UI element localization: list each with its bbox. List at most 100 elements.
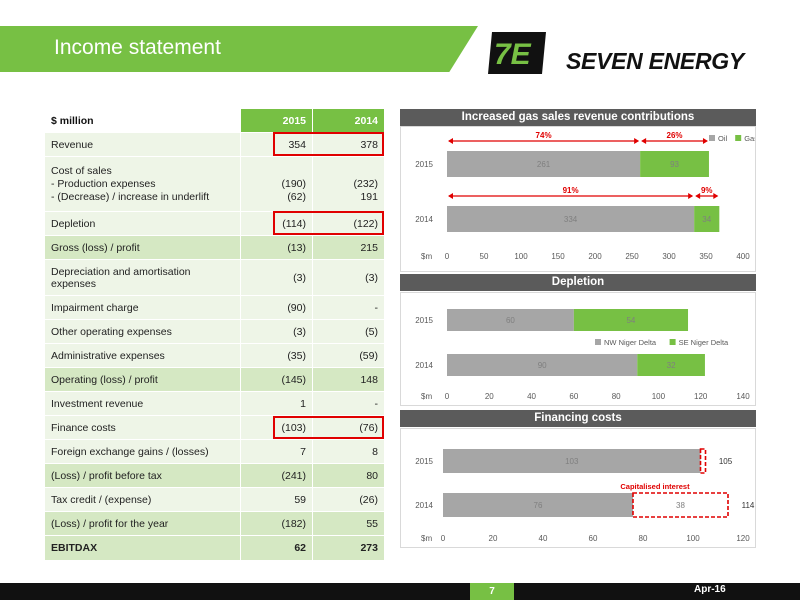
row-label: Finance costs <box>44 415 241 440</box>
row-label-text: EBITDAX <box>51 542 98 554</box>
x-tick-label: 350 <box>699 252 713 261</box>
data-label: 334 <box>564 215 578 224</box>
arrow-head <box>641 138 647 144</box>
row-label-text: Depletion <box>51 217 96 230</box>
table-header-row: $ million 2015 2014 <box>44 108 385 133</box>
category-label: 2015 <box>415 316 433 325</box>
data-label: 90 <box>538 361 547 370</box>
row-label: Operating (loss) / profit <box>44 367 241 392</box>
total-label: 114 <box>742 501 755 510</box>
row-label: Depreciation and amortisation expenses <box>44 259 241 296</box>
row-label-text: Revenue <box>51 138 94 151</box>
row-label-text: Operating (loss) / profit <box>51 373 158 386</box>
data-label: 32 <box>667 361 676 370</box>
row-label-text: Tax credit / (expense) <box>51 493 152 506</box>
value-2014: 273 <box>312 535 385 561</box>
legend-swatch <box>595 339 601 345</box>
page-number: 7 <box>470 583 514 600</box>
row-label-text: (Loss) / profit for the year <box>51 517 169 530</box>
depletion-chart-title: Depletion <box>400 274 756 291</box>
row-label-sub: - (Decrease) / increase in underlift <box>51 190 210 203</box>
row-label-text: Depreciation and amortisation expenses <box>51 265 191 290</box>
x-tick-label: 50 <box>480 252 489 261</box>
row-label-text: Investment revenue <box>51 397 144 410</box>
x-tick-label: 200 <box>588 252 602 261</box>
value-sub: (232) <box>353 177 378 190</box>
x-tick-label: 60 <box>569 392 578 401</box>
seven-energy-logo: 7E <box>488 32 546 74</box>
table-body: Revenue 354 378 Cost of sales - Production e… <box>44 132 385 561</box>
arrow-head <box>688 193 694 199</box>
x-tick-label: 120 <box>694 392 708 401</box>
data-label: 54 <box>626 316 635 325</box>
bar-oil <box>447 151 641 177</box>
table-row: Cost of sales - Production expenses - (Dec… <box>44 156 385 212</box>
arrow-head <box>448 193 453 199</box>
value-2014: (3) <box>312 259 385 296</box>
value-2015: 7 <box>240 439 313 464</box>
data-label: 261 <box>537 160 551 169</box>
category-label: 2014 <box>415 361 433 370</box>
financing-chart-title: Financing costs <box>400 410 756 427</box>
table-row: Gross (loss) / profit (13) 215 <box>44 235 385 260</box>
table-row: EBITDAX 62 273 <box>44 535 385 561</box>
x-tick-label: 60 <box>589 534 598 543</box>
revenue-chart-title: Increased gas sales revenue contribution… <box>400 109 756 126</box>
category-label: 2014 <box>415 501 433 510</box>
percentage-annotation: 9% <box>701 186 713 195</box>
logo-mark: 7E <box>494 38 532 71</box>
value-2014: - <box>312 295 385 320</box>
legend-swatch <box>709 135 715 141</box>
x-tick-label: 80 <box>639 534 648 543</box>
row-label-text: Administrative expenses <box>51 349 165 362</box>
x-tick-label: 100 <box>686 534 700 543</box>
table-row: Revenue 354 378 <box>44 132 385 157</box>
value-2014: 55 <box>312 511 385 536</box>
value-2015: 354 <box>240 132 313 157</box>
unit-label: $m <box>421 392 432 401</box>
logo-text: SEVEN ENERGY <box>566 48 744 74</box>
bar-capitalised-interest <box>699 448 707 474</box>
row-label: Administrative expenses <box>44 343 241 368</box>
value-2015: (3) <box>240 259 313 296</box>
x-tick-label: 20 <box>485 392 494 401</box>
table-row: Investment revenue 1- <box>44 391 385 416</box>
arrow-head <box>702 138 708 144</box>
arrow-head <box>634 138 640 144</box>
table-row: Operating (loss) / profit (145) 148 <box>44 367 385 392</box>
value-sub: (62) <box>287 190 306 203</box>
value-2015: (241) <box>240 463 313 488</box>
row-label: (Loss) / profit before tax <box>44 463 241 488</box>
total-label: 105 <box>719 457 733 466</box>
row-label: Foreign exchange gains / (losses) <box>44 439 241 464</box>
value-2014: (122) <box>312 211 385 236</box>
row-label: Impairment charge <box>44 295 241 320</box>
value-2014: (59) <box>312 343 385 368</box>
x-tick-label: 80 <box>612 392 621 401</box>
financing-chart-svg: 0 20 40 60 80 100 120 $m 2015 103 105 2014 76 38 114 Ca… <box>415 448 755 543</box>
value-2015: (90) <box>240 295 313 320</box>
arrow-head <box>448 138 453 144</box>
legend-label: SE Niger Delta <box>679 338 729 347</box>
row-label: Depletion <box>44 211 241 236</box>
row-label: Investment revenue <box>44 391 241 416</box>
x-tick-label: 400 <box>736 252 750 261</box>
category-label: 2014 <box>415 215 433 224</box>
value-2014: 80 <box>312 463 385 488</box>
unit-label: $m <box>421 252 432 261</box>
value-sub: (190) <box>281 177 306 190</box>
footer-date: Apr-16 <box>694 584 726 595</box>
row-label: Cost of sales - Production expenses - (Dec… <box>44 156 241 212</box>
unit-label: $m <box>421 534 432 543</box>
table-header-2015: 2015 <box>240 108 313 133</box>
value-2014: (5) <box>312 319 385 344</box>
value-2015: (190) (62) <box>240 156 313 212</box>
legend-swatch <box>735 135 742 141</box>
row-label: Tax credit / (expense) <box>44 487 241 512</box>
percentage-annotation: 91% <box>563 186 579 195</box>
x-tick-label: 100 <box>652 392 666 401</box>
page-title: Income statement <box>54 36 221 59</box>
row-label-sub: - Production expenses <box>51 177 156 190</box>
value-2014: - <box>312 391 385 416</box>
x-tick-label: 300 <box>662 252 676 261</box>
